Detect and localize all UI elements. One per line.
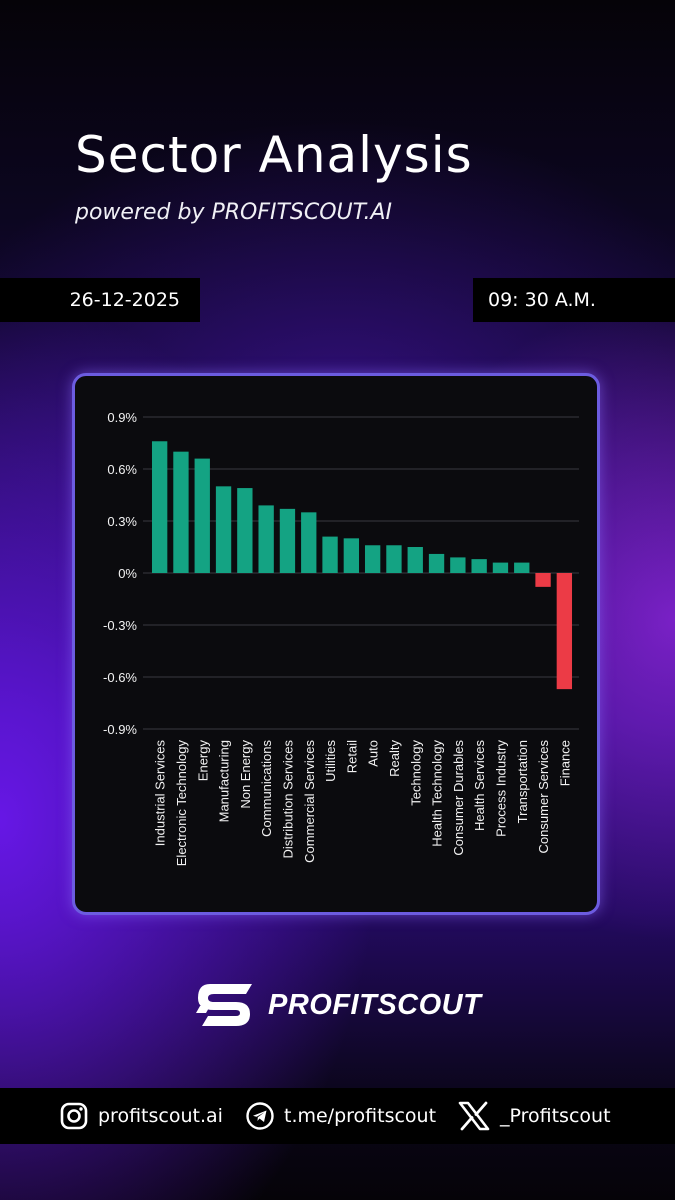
- profitscout-logo-icon: [196, 984, 252, 1026]
- bar-industrial-services: [151, 441, 168, 573]
- sector-bar-chart: 0.9% 0.6% 0.3% 0% -0.3% -0.6% -0.9% Industrial …: [103, 410, 579, 867]
- x-tick-label: Energy: [195, 740, 210, 782]
- bar-energy: [194, 458, 210, 573]
- x-tick-label: Health Services: [472, 740, 487, 832]
- bar-consumer-services: [535, 573, 551, 587]
- y-tick-label: 0.6%: [107, 462, 137, 477]
- x-tick-label: Realty: [387, 740, 402, 777]
- x-tick-label: Non Energy: [238, 740, 253, 809]
- x-tick-label: Utilities: [323, 740, 338, 782]
- page-subtitle: powered by PROFITSCOUT.AI: [75, 200, 393, 225]
- bar-commercial-services: [301, 512, 317, 573]
- time-badge: 09: 30 A.M.: [473, 278, 675, 322]
- footer-bar: profitscout.ai t.me/profitscout _Profits…: [0, 1088, 675, 1144]
- instagram-icon: [60, 1102, 88, 1130]
- x-tick-label: Commercial Services: [302, 740, 317, 863]
- bar-process-industry: [492, 562, 509, 573]
- bar-realty: [386, 545, 402, 573]
- y-tick-label: 0.9%: [107, 410, 137, 425]
- bar-utilities: [322, 536, 338, 573]
- y-tick-label: -0.6%: [103, 670, 137, 685]
- bar-manufacturing: [215, 486, 232, 573]
- x-tick-label: Finance: [557, 740, 572, 786]
- x-handle: _Profitscout: [500, 1105, 611, 1127]
- bar-electronic-technology: [173, 451, 189, 573]
- bar-technology: [407, 547, 423, 573]
- x-tick-label: Process Industry: [493, 740, 508, 837]
- bar-transportation: [514, 562, 530, 573]
- y-tick-label: 0.3%: [107, 514, 137, 529]
- x-tick-label: Consumer Services: [536, 740, 551, 854]
- brand-name: PROFITSCOUT: [268, 988, 482, 1021]
- x-tick-label: Consumer Durables: [451, 740, 466, 856]
- bar-auto: [364, 545, 381, 573]
- date-badge: 26-12-2025: [0, 278, 200, 322]
- bar-distribution-services: [279, 508, 296, 573]
- y-tick-label: -0.9%: [103, 722, 137, 737]
- x-tick-label: Manufacturing: [217, 740, 232, 822]
- bar-finance: [556, 573, 573, 690]
- x-tick-label: Distribution Services: [280, 740, 295, 859]
- x-tick-label: Transportation: [515, 740, 530, 823]
- bar-retail: [343, 538, 360, 573]
- x-tick-label: Health Technology: [430, 740, 445, 847]
- x-tick-label: Retail: [344, 740, 359, 773]
- y-tick-label: 0%: [118, 566, 137, 581]
- x-tick-label: Electronic Technology: [174, 740, 189, 867]
- x-tick-label: Communications: [259, 740, 274, 837]
- telegram-icon: [246, 1102, 274, 1130]
- x-link[interactable]: _Profitscout: [458, 1088, 611, 1144]
- page-title: Sector Analysis: [75, 126, 473, 184]
- bar-consumer-durables: [450, 557, 466, 573]
- bar-non-energy: [237, 488, 253, 573]
- x-tick-label: Industrial Services: [153, 740, 168, 847]
- bar-health-services: [471, 559, 487, 573]
- instagram-link[interactable]: profitscout.ai: [60, 1088, 223, 1144]
- time-text: 09: 30 A.M.: [488, 289, 596, 311]
- x-tick-label: Auto: [366, 740, 381, 767]
- telegram-link[interactable]: t.me/profitscout: [246, 1088, 436, 1144]
- bar-communications: [258, 505, 274, 573]
- brand-logo: PROFITSCOUT: [196, 978, 486, 1032]
- x-tick-label: Technology: [408, 740, 423, 806]
- x-icon: [458, 1101, 490, 1131]
- chart-card: 0.9% 0.6% 0.3% 0% -0.3% -0.6% -0.9% Industrial …: [72, 373, 600, 915]
- date-text: 26-12-2025: [69, 289, 180, 311]
- bar-health-technology: [428, 553, 445, 573]
- telegram-handle: t.me/profitscout: [284, 1105, 437, 1127]
- instagram-handle: profitscout.ai: [98, 1105, 223, 1127]
- y-tick-label: -0.3%: [103, 618, 137, 633]
